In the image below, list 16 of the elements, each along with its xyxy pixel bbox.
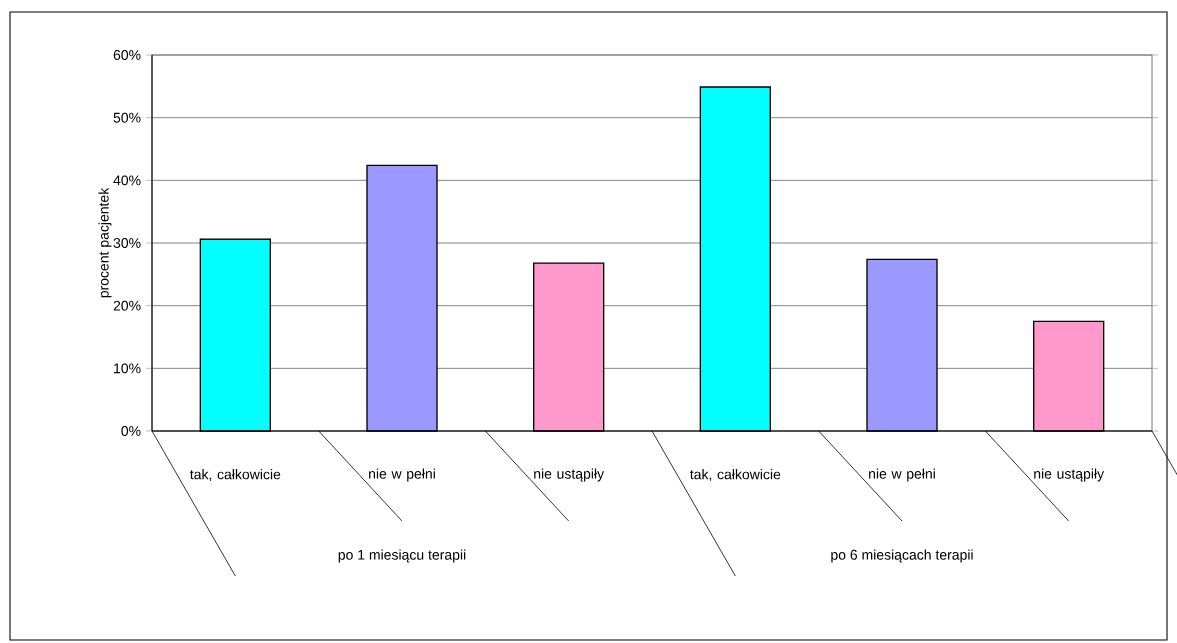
y-tick-label: 0% — [121, 426, 141, 436]
x-tick-label: nie ustąpiły — [1034, 468, 1105, 482]
y-tick-label: 40% — [113, 175, 141, 186]
y-tick-label: 20% — [113, 300, 141, 311]
y-axis-title: procent pacjentek — [98, 187, 112, 298]
y-tick-label: 50% — [113, 112, 141, 123]
x-tick-label: tak, całkowicie — [690, 469, 781, 481]
text: po 1 miesiącu terapii — [338, 549, 466, 563]
x-tick-label: nie w pełni — [869, 468, 935, 482]
x-tick-label: nie w pełni — [369, 468, 435, 482]
y-tick-label: 30% — [113, 238, 141, 248]
y-tick-label: 10% — [114, 363, 141, 374]
x-tick-label: tak, całkowicie — [190, 469, 281, 481]
x-tick-label: nie ustąpiły — [534, 468, 605, 482]
y-tick-label: 60% — [113, 50, 141, 60]
text: po 6 miesiącach terapii — [831, 549, 973, 563]
